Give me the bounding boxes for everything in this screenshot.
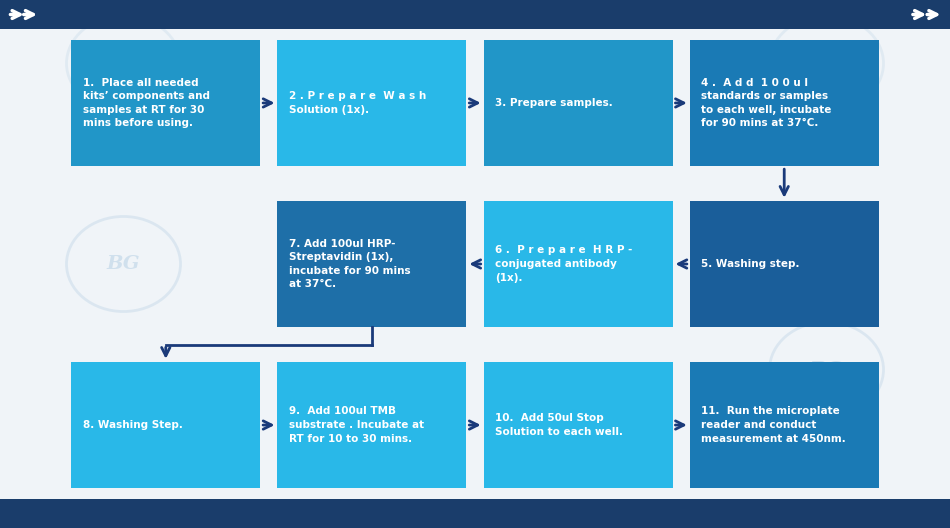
Text: 5. Washing step.: 5. Washing step. bbox=[701, 259, 800, 269]
FancyBboxPatch shape bbox=[690, 201, 879, 327]
Text: 8. Washing Step.: 8. Washing Step. bbox=[83, 420, 182, 430]
Text: 7. Add 100ul HRP-
Streptavidin (1x),
incubate for 90 mins
at 37°C.: 7. Add 100ul HRP- Streptavidin (1x), inc… bbox=[289, 239, 410, 289]
Text: BG: BG bbox=[809, 361, 844, 379]
Bar bbox=[0, 0, 950, 29]
Text: BG: BG bbox=[809, 54, 844, 72]
Text: 10.  Add 50ul Stop
Solution to each well.: 10. Add 50ul Stop Solution to each well. bbox=[495, 413, 623, 437]
Text: 6 .  P r e p a r e  H R P -
conjugated antibody
(1x).: 6 . P r e p a r e H R P - conjugated ant… bbox=[495, 246, 633, 282]
FancyBboxPatch shape bbox=[484, 362, 673, 488]
FancyBboxPatch shape bbox=[690, 40, 879, 166]
FancyBboxPatch shape bbox=[71, 362, 260, 488]
Text: 11.  Run the microplate
reader and conduct
measurement at 450nm.: 11. Run the microplate reader and conduc… bbox=[701, 407, 846, 444]
Text: 2 . P r e p a r e  W a s h
Solution (1x).: 2 . P r e p a r e W a s h Solution (1x). bbox=[289, 91, 426, 115]
Text: BG: BG bbox=[106, 54, 141, 72]
Text: 1.  Place all needed
kits’ components and
samples at RT for 30
mins before using: 1. Place all needed kits’ components and… bbox=[83, 78, 210, 128]
FancyBboxPatch shape bbox=[484, 201, 673, 327]
Text: 9.  Add 100ul TMB
substrate . Incubate at
RT for 10 to 30 mins.: 9. Add 100ul TMB substrate . Incubate at… bbox=[289, 407, 424, 444]
FancyBboxPatch shape bbox=[71, 40, 260, 166]
Bar bbox=[0, 499, 950, 528]
FancyBboxPatch shape bbox=[690, 362, 879, 488]
FancyBboxPatch shape bbox=[277, 362, 466, 488]
Text: BG: BG bbox=[106, 255, 141, 273]
Text: 4 .  A d d  1 0 0 u l
standards or samples
to each well, incubate
for 90 mins at: 4 . A d d 1 0 0 u l standards or samples… bbox=[701, 78, 831, 128]
FancyBboxPatch shape bbox=[277, 40, 466, 166]
FancyBboxPatch shape bbox=[277, 201, 466, 327]
FancyBboxPatch shape bbox=[484, 40, 673, 166]
Text: 3. Prepare samples.: 3. Prepare samples. bbox=[495, 98, 613, 108]
